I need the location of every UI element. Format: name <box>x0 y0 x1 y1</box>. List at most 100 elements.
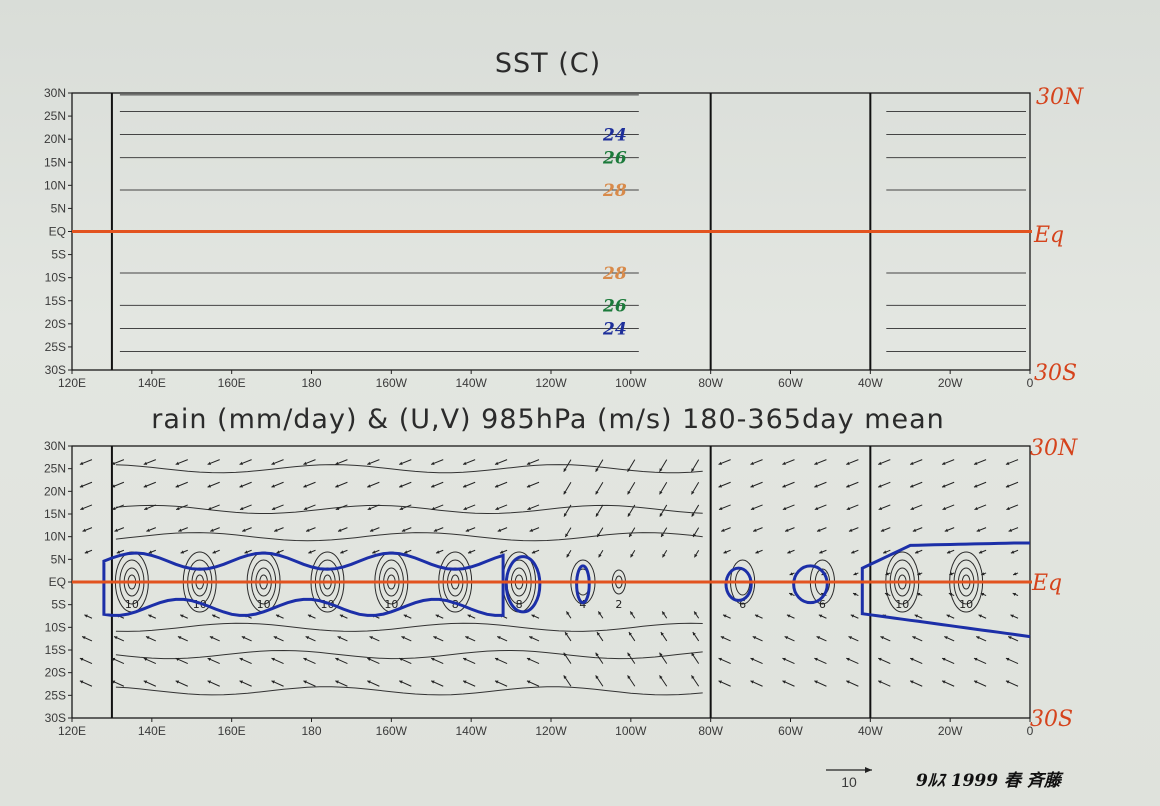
wind-arrow-225 <box>1007 636 1019 642</box>
rain-contour-band-5 <box>115 464 703 474</box>
wind-arrow-177 <box>435 614 444 619</box>
wind-arrow-267 <box>430 680 444 687</box>
wind-arrow-158 <box>788 592 795 597</box>
bot-xtick-label-0: 120E <box>58 724 86 738</box>
wind-arrow-139 <box>693 550 700 558</box>
wind-arrow-181 <box>565 611 572 619</box>
wind-arrow-40 <box>399 481 412 488</box>
wind-arrow-54 <box>846 481 859 488</box>
wind-arrow-105 <box>564 527 572 538</box>
wind-arrow-185 <box>693 611 700 619</box>
top-ytick-label-8: 10S <box>45 271 66 285</box>
wind-arrow-279 <box>814 680 827 687</box>
wind-arrow-5 <box>239 459 252 465</box>
top-xtick-label-0: 120E <box>58 376 86 390</box>
wind-arrow-27 <box>941 459 955 465</box>
wind-arrow-246 <box>718 657 731 665</box>
wind-arrow-254 <box>973 657 987 665</box>
wind-arrow-58 <box>973 481 987 488</box>
wind-arrow-80 <box>718 504 731 511</box>
annot-eq-bottom: Eq <box>1031 571 1062 596</box>
top-ytick-label-10: 20S <box>45 317 66 331</box>
rain-contour-band-0 <box>115 686 703 696</box>
wind-arrow-241 <box>563 652 572 664</box>
rain-cell-11-label: 10 <box>895 598 909 611</box>
wind-arrow-44 <box>526 481 540 488</box>
wind-arrow-91 <box>114 527 125 532</box>
wind-arrow-220 <box>848 636 859 642</box>
wind-arrow-140 <box>723 549 731 554</box>
wind-arrow-215 <box>692 631 700 642</box>
wind-arrow-150 <box>789 572 795 576</box>
wind-arrow-199 <box>177 636 188 642</box>
wind-arrow-29 <box>1005 459 1019 465</box>
wind-arrow-14 <box>526 459 540 465</box>
wind-arrow-25 <box>878 459 891 465</box>
top-xtick-label-2: 160E <box>218 376 246 390</box>
wind-arrow-110 <box>721 527 731 532</box>
wind-arrow-123 <box>180 549 188 554</box>
wind-arrow-31 <box>111 481 125 488</box>
wind-arrow-103 <box>497 527 508 532</box>
wind-arrow-229 <box>175 657 188 665</box>
wind-arrow-32 <box>143 481 157 488</box>
wind-arrow-183 <box>629 611 636 619</box>
wind-arrow-283 <box>941 680 955 687</box>
wind-arrow-66 <box>271 504 284 511</box>
wind-arrow-216 <box>720 636 731 642</box>
wind-arrow-263 <box>303 680 316 687</box>
wind-arrow-60 <box>80 504 93 511</box>
wind-arrow-101 <box>433 527 444 532</box>
rain-contour-band-3 <box>115 532 703 542</box>
top-ytick-label-2: 20N <box>44 132 66 146</box>
bot-ytick-label-8: 10S <box>45 620 66 634</box>
rain-cell-0-label: 10 <box>125 598 139 611</box>
wind-arrow-148 <box>978 549 987 554</box>
wind-arrow-16 <box>595 459 604 472</box>
wind-arrow-272 <box>595 675 604 687</box>
wind-arrow-133 <box>499 549 508 554</box>
wind-arrow-30 <box>79 481 93 488</box>
wind-arrow-57 <box>941 481 955 488</box>
wind-arrow-20 <box>718 459 731 465</box>
wind-arrow-233 <box>303 657 316 665</box>
wind-arrow-200 <box>209 636 220 642</box>
wind-arrow-188 <box>786 614 795 619</box>
top-ytick-label-0: 30N <box>44 86 66 100</box>
wind-arrow-211 <box>564 631 572 642</box>
wind-arrow-174 <box>339 614 348 619</box>
wind-arrow-277 <box>750 680 763 687</box>
bot-xtick-label-3: 180 <box>301 724 321 738</box>
wind-arrow-224 <box>976 636 987 642</box>
wind-arrow-21 <box>750 459 763 465</box>
wind-arrow-79 <box>691 504 700 517</box>
wind-arrow-227 <box>111 657 125 665</box>
annot-30n: 30N <box>1036 85 1084 110</box>
wind-arrow-230 <box>207 657 220 665</box>
top-ytick-label-3: 15N <box>44 155 66 169</box>
wind-arrow-143 <box>819 549 827 554</box>
wind-arrow-170 <box>211 614 220 619</box>
rain-highlight-contour-west <box>102 551 505 617</box>
wind-arrow-198 <box>145 636 157 642</box>
rain-cell-7-label: 4 <box>579 598 586 611</box>
bot-ytick-label-0: 30N <box>44 439 66 453</box>
wind-arrow-209 <box>497 636 508 642</box>
wind-arrow-118 <box>976 527 987 532</box>
annot-30n-bottom: 30N <box>1030 436 1078 461</box>
wind-arrow-278 <box>782 680 795 687</box>
wind-arrow-231 <box>239 657 252 665</box>
wind-arrow-165 <box>1012 592 1019 597</box>
wind-arrow-258 <box>143 680 157 687</box>
wind-arrow-247 <box>750 657 763 665</box>
wind-vector-field <box>79 459 1019 687</box>
wind-arrow-69 <box>367 504 380 511</box>
wind-arrow-10 <box>399 459 412 465</box>
top-xtick-label-4: 160W <box>376 376 408 390</box>
wind-arrow-89 <box>1006 504 1019 511</box>
wind-arrow-260 <box>207 680 220 687</box>
wind-arrow-201 <box>241 636 252 642</box>
wind-arrow-189 <box>818 614 827 619</box>
sst-contour-label-2: 28 <box>602 181 627 201</box>
wind-arrow-194 <box>978 614 987 619</box>
